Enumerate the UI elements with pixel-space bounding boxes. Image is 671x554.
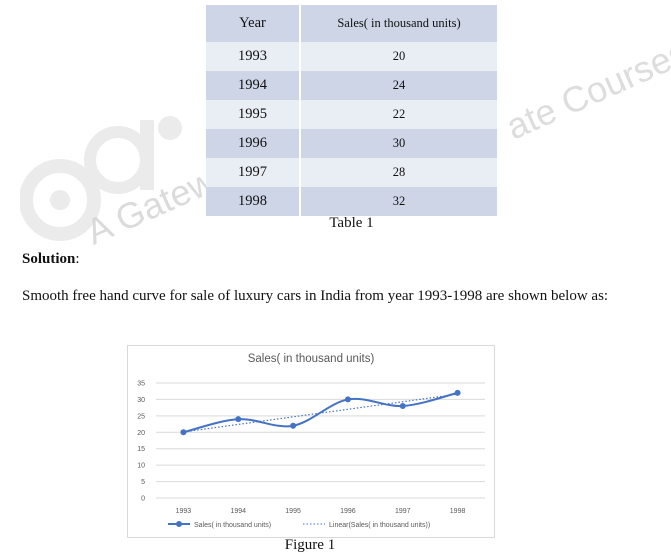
y-tick-label: 35 <box>137 381 145 388</box>
cell-year: 1994 <box>206 71 301 100</box>
y-tick-label: 15 <box>137 446 145 453</box>
table-header-row: Year Sales( in thousand units) <box>206 5 497 42</box>
table-row: 1998 32 <box>206 187 497 216</box>
cell-year: 1993 <box>206 42 301 71</box>
y-tick-label: 25 <box>137 413 145 420</box>
trendline <box>183 393 458 433</box>
gridlines <box>156 382 485 499</box>
data-point <box>399 403 406 409</box>
line-chart: 0 5 10 15 20 25 30 35 1993 1994 1995 1996 1997 1998 … <box>127 345 495 538</box>
x-tick-label: 1998 <box>450 508 466 515</box>
y-axis-ticks: 0 5 10 15 20 25 30 35 <box>137 381 145 503</box>
solution-heading: Solution: <box>22 251 80 268</box>
table-row: 1995 22 <box>206 100 497 129</box>
cell-year: 1996 <box>206 129 301 158</box>
x-tick-label: 1997 <box>395 508 411 515</box>
solution-label: Solution <box>22 251 76 267</box>
header-sales: Sales( in thousand units) <box>300 5 497 42</box>
x-tick-label: 1995 <box>285 508 301 515</box>
cell-year: 1995 <box>206 100 301 129</box>
cell-year: 1998 <box>206 187 301 216</box>
table-row: 1997 28 <box>206 158 497 187</box>
x-tick-label: 1993 <box>176 508 192 515</box>
x-tick-label: 1994 <box>230 508 246 515</box>
table-row: 1993 20 <box>206 42 497 71</box>
table-caption: Table 1 <box>329 215 374 231</box>
legend: Sales( in thousand units) Linear(Sales( … <box>168 521 430 529</box>
series-line-sales <box>183 391 458 434</box>
data-point <box>235 416 242 423</box>
sales-table: Year Sales( in thousand units) 1993 20 19… <box>206 5 497 216</box>
solution-colon: : <box>75 251 80 267</box>
table-row: 1994 24 <box>206 71 497 100</box>
intro-paragraph: Smooth free hand curve for sale of luxur… <box>22 288 609 304</box>
y-tick-label: 0 <box>141 496 145 503</box>
data-point <box>290 422 297 429</box>
cell-sales: 32 <box>300 187 497 216</box>
chart-title: Sales( in thousand units) <box>248 353 375 365</box>
x-tick-label: 1996 <box>340 508 356 515</box>
x-axis-ticks: 1993 1994 1995 1996 1997 1998 <box>176 508 466 515</box>
y-tick-label: 5 <box>141 479 145 486</box>
data-point <box>180 429 187 436</box>
y-tick-label: 30 <box>137 397 145 404</box>
figure-caption: Figure 1 <box>284 537 336 553</box>
cell-sales: 20 <box>300 42 497 71</box>
y-tick-label: 10 <box>137 463 145 470</box>
cell-sales: 22 <box>300 100 497 129</box>
legend-sales-marker <box>176 521 182 527</box>
table-row: 1996 30 <box>206 129 497 158</box>
y-tick-label: 20 <box>137 430 145 437</box>
cell-sales: 28 <box>300 158 497 187</box>
cell-sales: 30 <box>300 129 497 158</box>
data-point <box>454 389 461 396</box>
series-layer <box>180 389 461 436</box>
cell-year: 1997 <box>206 158 301 187</box>
header-year: Year <box>206 5 301 42</box>
legend-trend-label: Linear(Sales( in thousand units)) <box>329 522 430 529</box>
cell-sales: 24 <box>300 71 497 100</box>
data-point <box>344 396 351 403</box>
watermark-logo <box>20 116 182 241</box>
legend-sales-label: Sales( in thousand units) <box>194 522 271 529</box>
